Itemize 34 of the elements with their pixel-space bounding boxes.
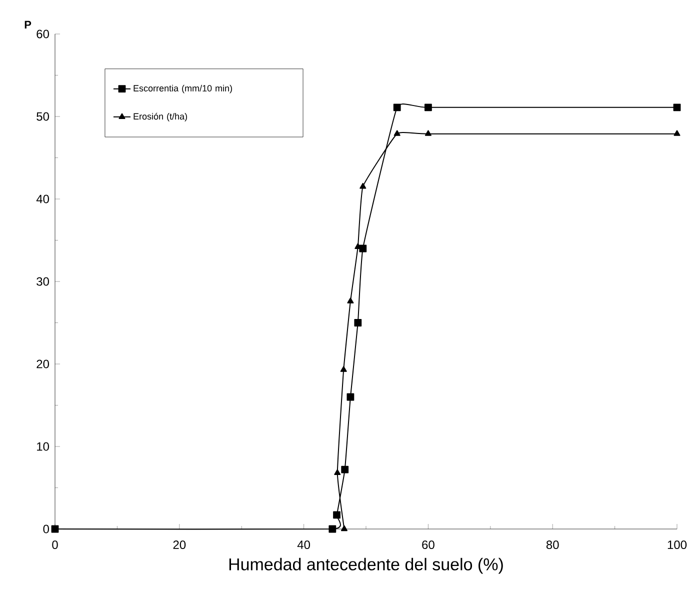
y-axis-title: P [24,20,32,28]
x-tick-label: 60 [422,540,434,550]
point [346,393,354,401]
y-tick-label: 10 [37,442,50,451]
point [51,525,59,533]
point [424,104,432,112]
y-tick-label: 30 [36,277,50,286]
point [340,366,347,372]
point [673,104,681,112]
x-tick-label: 100 [668,540,687,550]
legend-label: Erosión (t/ha) [134,112,187,122]
x-tick-label: 20 [173,540,186,550]
point [333,511,340,519]
point [360,182,366,189]
point [341,466,349,474]
point [393,104,401,112]
point [328,525,336,533]
y-tick-label: 60 [36,30,50,38]
point [334,469,341,475]
y-tick-label: 0 [43,524,50,534]
x-axis-title: Humedad antecedente del suelo (%) [229,558,503,574]
point [347,298,354,304]
y-tick-label: 40 [36,194,50,204]
x-tick-label: 0 [52,540,58,550]
point [354,319,362,326]
point [340,525,348,532]
point [424,130,432,136]
y-tick-label: 50 [36,112,50,121]
x-tick-label: 40 [297,540,310,550]
legend-label: Escorrentia (mm/10 min) [134,84,232,94]
point [394,130,400,136]
y-tick-label: 20 [36,360,50,368]
point [674,130,680,136]
x-tick-label: 80 [546,540,559,550]
